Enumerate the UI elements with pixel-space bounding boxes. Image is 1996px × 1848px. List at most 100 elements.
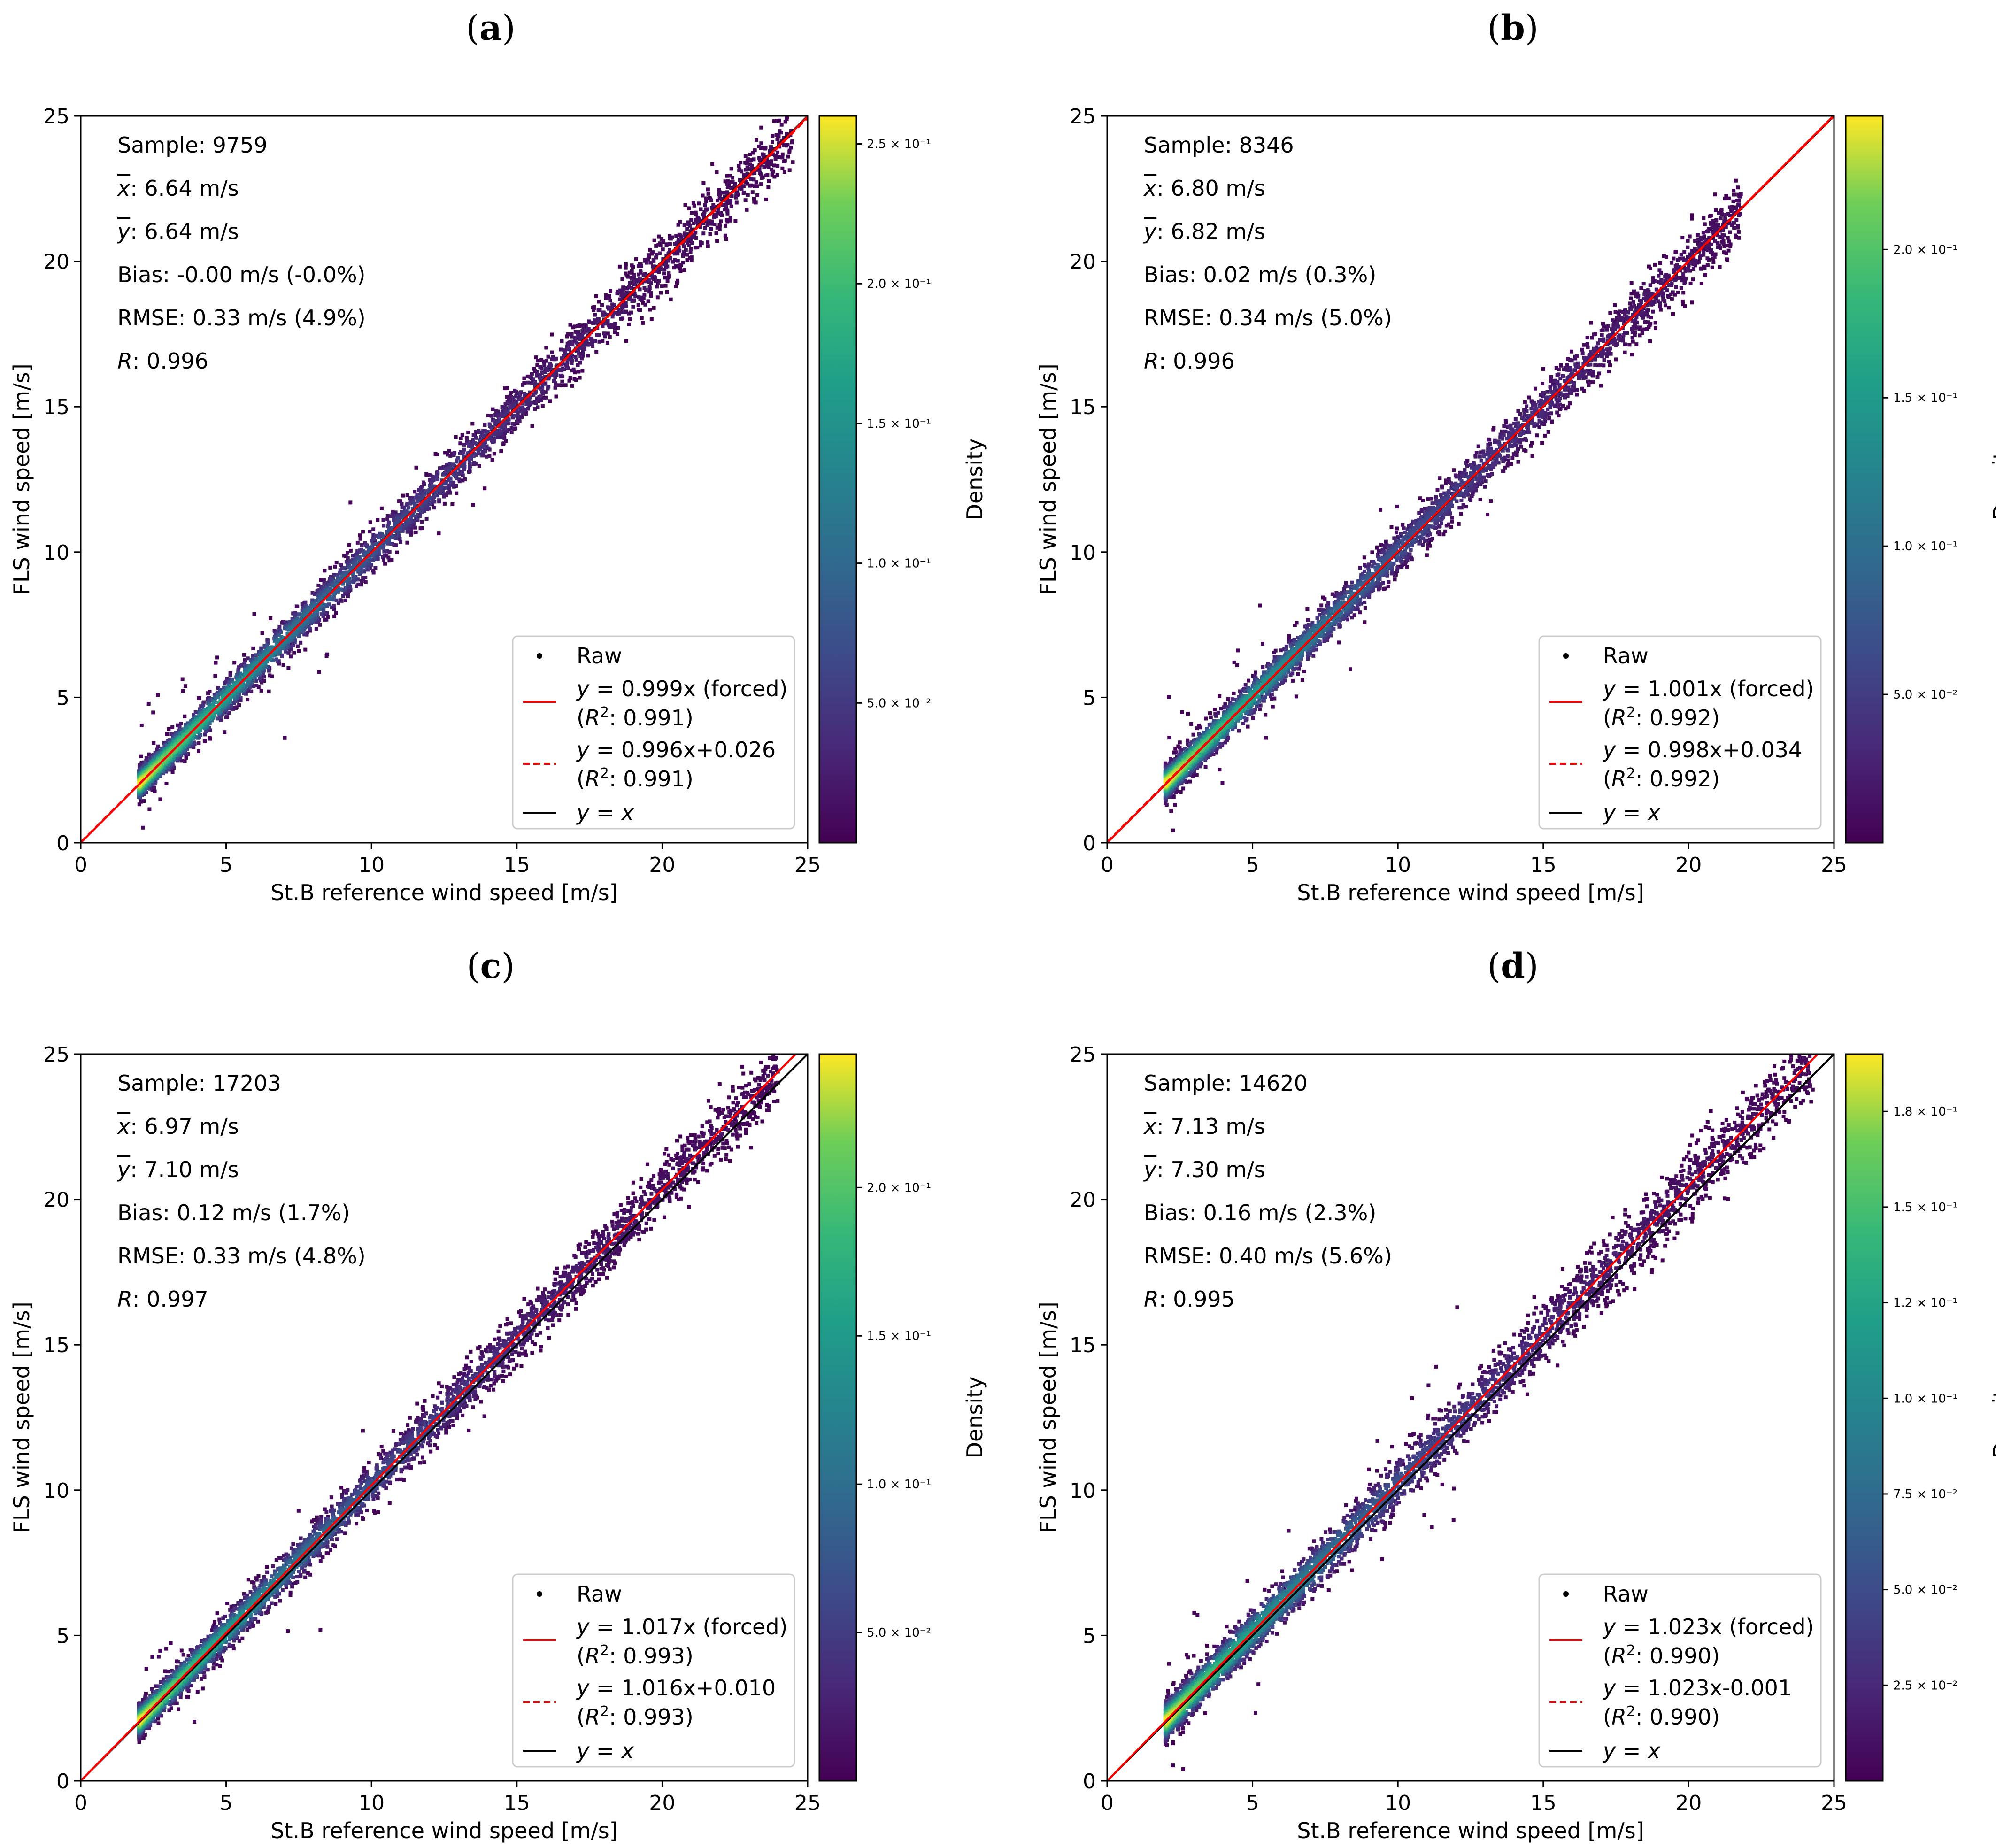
scatter-point	[1580, 386, 1584, 391]
scatter-point	[647, 255, 651, 259]
scatter-point	[1699, 282, 1703, 285]
scatter-point	[346, 589, 350, 593]
scatter-point	[277, 633, 281, 637]
scatter-point	[701, 231, 706, 236]
scatter-point	[640, 295, 644, 300]
scatter-point	[397, 517, 401, 522]
scatter-point	[359, 548, 363, 553]
scatter-point	[1444, 481, 1448, 485]
scatter-point	[625, 290, 629, 294]
scatter-point	[607, 323, 611, 328]
scatter-point	[618, 297, 622, 301]
scatter-point	[752, 184, 756, 188]
scatter-point	[536, 385, 540, 390]
scatter-point	[745, 208, 749, 212]
scatter-point	[728, 193, 732, 198]
scatter-point	[675, 250, 679, 254]
scatter-point	[472, 461, 477, 465]
scatter-point	[1272, 651, 1276, 654]
scatter-point	[649, 294, 653, 298]
scatter-point	[315, 611, 319, 616]
scatter-point	[394, 518, 399, 522]
scatter-point	[146, 702, 151, 706]
scatter-point	[1737, 199, 1741, 203]
scatter-point	[757, 168, 762, 172]
scatter-point	[1503, 465, 1507, 470]
scatter-point	[395, 530, 399, 534]
scatter-point	[328, 565, 332, 570]
y-tick-label: 5	[56, 686, 69, 710]
legend-box	[512, 635, 795, 830]
scatter-point	[544, 390, 548, 394]
scatter-point	[503, 386, 507, 391]
scatter-point	[561, 367, 565, 371]
scatter-point	[277, 649, 281, 654]
scatter-point	[329, 595, 333, 599]
scatter-point	[370, 552, 375, 556]
scatter-point	[1683, 270, 1688, 274]
scatter-point	[1597, 363, 1601, 368]
scatter-point	[464, 436, 469, 440]
scatter-point	[1510, 456, 1515, 460]
scatter-point	[632, 279, 636, 283]
scatter-point	[192, 713, 196, 717]
scatter-point	[297, 649, 301, 653]
scatter-point	[1300, 678, 1304, 682]
scatter-point	[731, 176, 735, 180]
scatter-point	[483, 446, 487, 450]
scatter-point	[165, 765, 170, 769]
scatter-point	[273, 629, 277, 633]
scatter-point	[284, 645, 288, 649]
scatter-point	[772, 163, 776, 168]
scatter-point	[259, 674, 263, 678]
scatter-point	[507, 396, 511, 400]
scatter-point	[646, 257, 650, 262]
scatter-point	[652, 275, 656, 279]
scatter-point	[1630, 353, 1634, 357]
scatter-point	[234, 692, 239, 696]
scatter-point	[544, 346, 548, 350]
scatter-point	[374, 557, 378, 561]
scatter-point	[234, 680, 239, 685]
scatter-point	[640, 264, 643, 268]
scatter-point	[1607, 370, 1611, 373]
scatter-point	[1362, 555, 1366, 560]
scatter-point	[382, 549, 386, 554]
scatter-point	[563, 383, 568, 387]
scatter-point	[361, 530, 365, 534]
scatter-point	[539, 397, 543, 401]
scatter-point	[391, 509, 395, 514]
scatter-point	[1478, 498, 1482, 501]
scatter-point	[481, 449, 486, 454]
scatter-point	[724, 237, 728, 241]
scatter-point	[1734, 233, 1737, 238]
scatter-point	[504, 439, 508, 443]
scatter-point	[324, 654, 329, 658]
scatter-point	[494, 429, 498, 433]
scatter-point	[535, 374, 539, 378]
scatter-point	[1669, 292, 1673, 296]
scatter-point	[1601, 322, 1605, 326]
scatter-point	[749, 177, 753, 181]
scatter-point	[355, 556, 359, 561]
scatter-point	[549, 363, 553, 368]
scatter-point	[371, 569, 375, 573]
scatter-point	[370, 539, 374, 543]
scatter-point	[688, 229, 693, 233]
scatter-point	[597, 333, 601, 337]
scatter-point	[585, 339, 589, 343]
scatter-point	[483, 486, 487, 491]
scatter-point	[399, 513, 403, 517]
scatter-point	[300, 608, 304, 613]
scatter-point	[1440, 485, 1444, 490]
scatter-point	[620, 305, 624, 309]
scatter-point	[297, 613, 301, 616]
scatter-point	[685, 227, 689, 231]
scatter-point	[385, 514, 390, 518]
scatter-point	[1644, 290, 1648, 294]
scatter-point	[1452, 468, 1456, 472]
scatter-point	[1220, 781, 1225, 785]
scatter-point	[507, 428, 511, 432]
scatter-point	[740, 187, 744, 191]
scatter-point	[699, 207, 703, 211]
